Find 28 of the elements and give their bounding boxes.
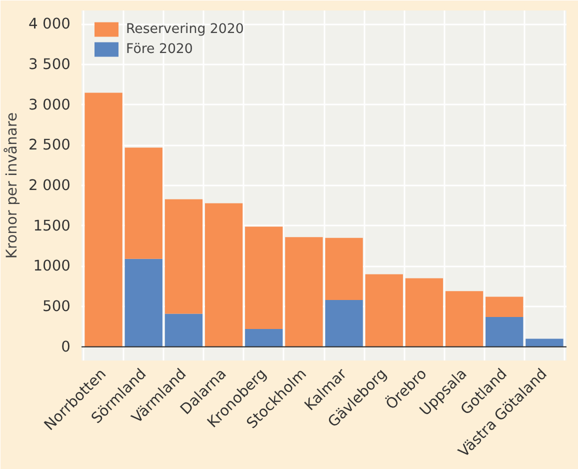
legend-label: Reservering 2020 <box>126 22 244 36</box>
y-tick-label: 3 000 <box>28 96 71 114</box>
bar <box>124 258 162 347</box>
bar <box>164 314 203 347</box>
y-axis-title: Kronor per invånare <box>4 112 21 259</box>
bar <box>245 329 283 347</box>
bar <box>124 148 162 259</box>
bar <box>204 203 243 347</box>
bar <box>245 226 283 330</box>
bar <box>285 237 323 347</box>
y-tick-label: 2 000 <box>28 177 71 194</box>
bar <box>445 291 484 347</box>
bar <box>325 238 363 300</box>
y-tick-label: 4 000 <box>28 16 71 33</box>
legend-label: Före 2020 <box>126 42 193 56</box>
y-tick-label: 500 <box>42 298 71 315</box>
y-tick-label: 0 <box>61 338 71 356</box>
y-tick-label: 1500 <box>33 217 71 234</box>
bar <box>325 300 363 347</box>
bar <box>405 278 444 347</box>
bar <box>486 316 524 347</box>
bar <box>365 274 403 347</box>
y-tick-label: 2 500 <box>28 136 71 154</box>
bar <box>164 199 203 314</box>
y-tick-label: 1000 <box>33 258 71 275</box>
bar <box>486 296 524 317</box>
bar <box>84 92 122 347</box>
y-tick-label: 3 500 <box>28 56 71 74</box>
